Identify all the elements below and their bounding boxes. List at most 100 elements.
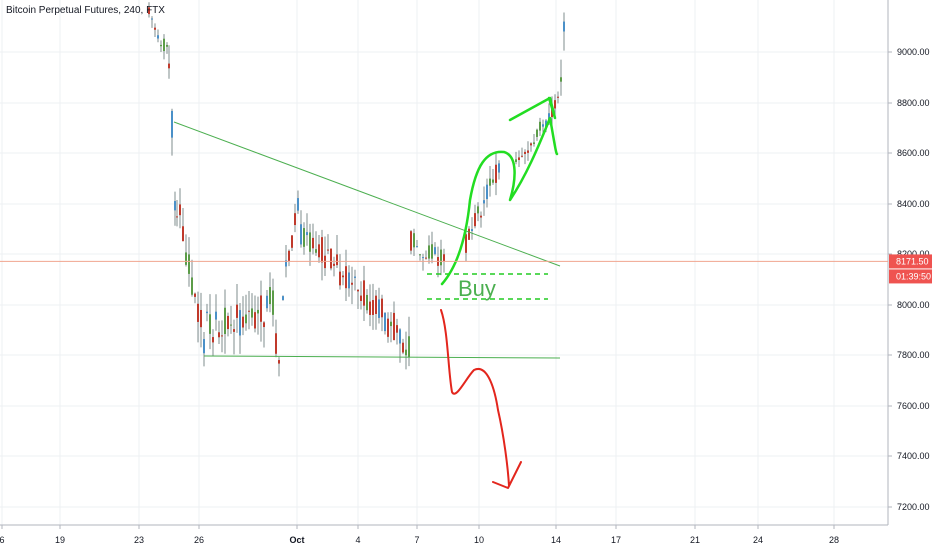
candle-body[interactable] (203, 339, 205, 354)
candle-body[interactable] (251, 308, 253, 318)
candle-body[interactable] (515, 159, 517, 162)
candle-body[interactable] (483, 200, 485, 204)
candle-body[interactable] (375, 295, 377, 314)
descending-trendline[interactable] (173, 121, 561, 267)
candle-body[interactable] (489, 178, 491, 186)
candle-body[interactable] (396, 325, 398, 333)
candle-body[interactable] (351, 282, 353, 285)
candle-body[interactable] (539, 121, 541, 131)
candle-body[interactable] (218, 332, 220, 338)
candle-body[interactable] (194, 293, 196, 297)
candle-body[interactable] (560, 77, 562, 82)
candle-body[interactable] (410, 231, 412, 251)
candle-body[interactable] (275, 333, 277, 354)
candle-body[interactable] (282, 296, 284, 301)
green-bullish-arrow[interactable] (440, 96, 559, 286)
candle-body[interactable] (431, 244, 433, 259)
candle-body[interactable] (318, 244, 320, 258)
candle-body[interactable] (413, 233, 415, 248)
candle-body[interactable] (498, 163, 500, 173)
candle-body[interactable] (148, 7, 150, 15)
candle-body[interactable] (278, 360, 280, 364)
candle-body[interactable] (542, 124, 544, 127)
candle-body[interactable] (227, 315, 229, 330)
candle-body[interactable] (245, 314, 247, 324)
candle-body[interactable] (176, 216, 178, 218)
candle-body[interactable] (554, 100, 556, 109)
candle-body[interactable] (363, 280, 365, 306)
candle-body[interactable] (171, 110, 173, 138)
candle-body[interactable] (381, 298, 383, 318)
red-bearish-arrow[interactable] (440, 309, 522, 489)
candle-body[interactable] (471, 229, 473, 231)
candle-body[interactable] (357, 289, 359, 292)
candle-body[interactable] (330, 248, 332, 269)
candle-body[interactable] (312, 237, 314, 249)
candle-body[interactable] (339, 271, 341, 286)
candle-body[interactable] (327, 249, 329, 251)
candle-body[interactable] (154, 27, 156, 30)
candle-body[interactable] (405, 349, 407, 356)
candle-body[interactable] (257, 309, 259, 314)
candle-body[interactable] (345, 266, 347, 289)
candle-body[interactable] (440, 249, 442, 266)
candle-body[interactable] (206, 311, 208, 314)
candle-body[interactable] (160, 44, 162, 47)
candle-body[interactable] (492, 179, 494, 183)
candle-body[interactable] (272, 290, 274, 315)
candle-body[interactable] (348, 272, 350, 289)
candle-body[interactable] (360, 295, 362, 301)
candle-body[interactable] (369, 301, 371, 315)
candle-body[interactable] (300, 224, 302, 245)
candle-body[interactable] (416, 246, 418, 248)
candle-body[interactable] (474, 213, 476, 227)
candle-body[interactable] (399, 329, 401, 344)
candle-body[interactable] (333, 263, 335, 266)
candle-body[interactable] (212, 337, 214, 343)
candle-body[interactable] (563, 21, 565, 32)
candle-body[interactable] (468, 228, 470, 240)
candle-body[interactable] (354, 276, 356, 278)
candle-body[interactable] (408, 336, 410, 358)
candle-body[interactable] (527, 150, 529, 153)
candle-body[interactable] (309, 232, 311, 252)
candle-body[interactable] (254, 312, 256, 329)
candle-body[interactable] (239, 310, 241, 336)
candle-body[interactable] (321, 237, 323, 263)
candle-body[interactable] (536, 129, 538, 137)
candle-body[interactable] (342, 275, 344, 278)
candle-body[interactable] (224, 307, 226, 335)
candle-body[interactable] (182, 226, 184, 242)
candle-body[interactable] (263, 322, 265, 328)
candle-body[interactable] (185, 252, 187, 265)
candle-body[interactable] (288, 250, 290, 261)
candle-body[interactable] (233, 329, 235, 332)
candle-body[interactable] (303, 228, 305, 247)
candle-body[interactable] (230, 324, 232, 326)
candle-body[interactable] (422, 257, 424, 259)
candle-body[interactable] (163, 38, 165, 52)
candle-body[interactable] (384, 312, 386, 332)
candle-body[interactable] (366, 294, 368, 311)
candle-body[interactable] (372, 300, 374, 315)
candle-body[interactable] (191, 277, 193, 295)
candle-body[interactable] (188, 254, 190, 274)
candle-body[interactable] (151, 18, 153, 20)
candle-body[interactable] (197, 303, 199, 322)
candle-body[interactable] (336, 254, 338, 266)
candle-body[interactable] (306, 232, 308, 236)
candle-body[interactable] (294, 213, 296, 226)
candle-body[interactable] (390, 321, 392, 327)
candle-body[interactable] (477, 206, 479, 214)
candle-body[interactable] (419, 254, 421, 256)
horizontal-support-line[interactable] (203, 355, 561, 359)
candle-body[interactable] (434, 247, 436, 255)
candle-body[interactable] (557, 96, 559, 98)
candle-body[interactable] (393, 312, 395, 341)
candle-body[interactable] (209, 314, 211, 334)
candle-body[interactable] (157, 35, 159, 39)
candle-body[interactable] (248, 310, 250, 312)
candle-body[interactable] (524, 151, 526, 154)
candle-body[interactable] (315, 249, 317, 253)
